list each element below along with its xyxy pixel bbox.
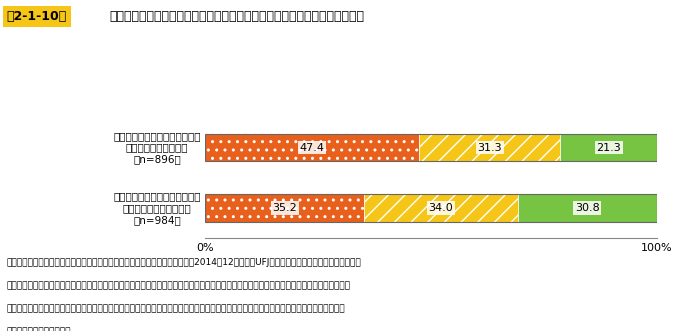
Text: 35.2: 35.2 [272, 203, 297, 213]
Bar [419, 134, 560, 161]
Text: 市場開拓を意識した情報収集や
分析を行っていない企業
（n=984）: 市場開拓を意識した情報収集や 分析を行っていない企業 （n=984） [113, 192, 200, 225]
Text: 資料：中小企業庁委託「「市場開拓」と「新たな取り組み」に関する調査」（2014年12月、三菱UFJリサーチ＆コンサルティング（株））: 資料：中小企業庁委託「「市場開拓」と「新たな取り組み」に関する調査」（2014年… [7, 258, 362, 267]
Text: 30.8: 30.8 [575, 203, 599, 213]
Bar [205, 134, 419, 161]
Text: 企業」としている。: 企業」としている。 [7, 328, 71, 331]
Bar [364, 195, 518, 222]
Bar [560, 134, 657, 161]
Text: 第2-1-10図: 第2-1-10図 [7, 10, 67, 23]
Text: （注）　イノベーションを促進するために取り組んでいる項目のうち、「市場開拓を意識した情報収集・分析」の項目を選択した企業を「市場: （注） イノベーションを促進するために取り組んでいる項目のうち、「市場開拓を意識… [7, 281, 351, 290]
Text: 34.0: 34.0 [428, 203, 453, 213]
Text: 21.3: 21.3 [596, 143, 621, 153]
Text: 31.3: 31.3 [477, 143, 502, 153]
Bar [205, 195, 364, 222]
Text: 開拓を意識した情報収集や分析を行っている企業」とし、選択していない企業を「市場開拓を意識した情報収集や分析を行っていない: 開拓を意識した情報収集や分析を行っている企業」とし、選択していない企業を「市場開… [7, 305, 345, 313]
Text: 47.4: 47.4 [300, 143, 325, 153]
Text: 「市場開拓を意識した情報収集・分析」の取組状況別に見た経常利益の傾向: 「市場開拓を意識した情報収集・分析」の取組状況別に見た経常利益の傾向 [109, 10, 365, 23]
Text: 市場開拓を意識した情報収集や
分析を行っている企業
（n=896）: 市場開拓を意識した情報収集や 分析を行っている企業 （n=896） [113, 131, 200, 164]
Bar [518, 195, 657, 222]
